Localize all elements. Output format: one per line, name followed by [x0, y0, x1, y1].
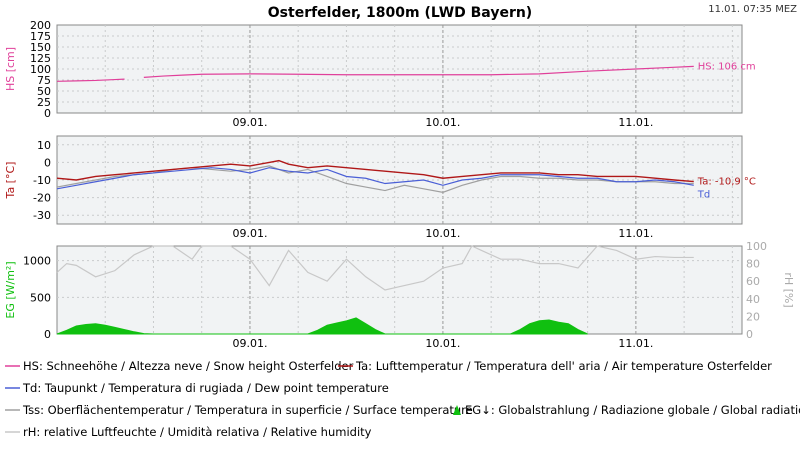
series-ta-end-label: Ta: -10,9 °C — [697, 177, 756, 188]
x-tick-label: 10.01. — [425, 116, 460, 129]
y-tick-label: 25 — [37, 96, 51, 109]
y-tick-label: 150 — [30, 41, 51, 54]
x-tick-label: 11.01. — [618, 337, 653, 350]
x-tick-label: 10.01. — [425, 227, 460, 240]
legend-label: Td: Taupunkt / Temperatura di rugiada / … — [22, 381, 389, 395]
legend-item-ta: Ta: Lufttemperatur / Temperatura dell' a… — [338, 359, 772, 373]
legend-item-rh: rH: relative Luftfeuchte / Umidità relat… — [5, 425, 372, 439]
y2-tick-label: 80 — [746, 258, 760, 271]
legend-label: HS: Schneehöhe / Altezza neve / Snow hei… — [23, 359, 354, 373]
legend-item-hs: HS: Schneehöhe / Altezza neve / Snow hei… — [5, 359, 354, 373]
series-td-line — [56, 167, 694, 190]
legend-label: Tss: Oberflächentemperatur / Temperatura… — [22, 403, 473, 417]
y-tick-label: 75 — [37, 74, 51, 87]
legend-label: rH: relative Luftfeuchte / Umidità relat… — [23, 425, 372, 439]
y-axis-label: Ta [°C] — [4, 162, 17, 200]
series-td-end-label: Td — [697, 189, 710, 200]
y-tick-label: 175 — [30, 30, 51, 43]
series-rh-line — [56, 245, 694, 291]
timestamp-label: 11.01. 07:35 MEZ — [708, 4, 797, 15]
y2-tick-label: 60 — [746, 275, 760, 288]
y-tick-label: 10 — [37, 139, 51, 152]
y-tick-label: -30 — [33, 209, 51, 222]
y-axis-label: HS [cm] — [4, 47, 17, 91]
legend-label: EG↓: Globalstrahlung / Radiazione global… — [465, 403, 800, 417]
y2-axis-label: rH [%] — [782, 272, 795, 307]
series-eg-area — [56, 317, 588, 335]
legend-item-tss: Tss: Oberflächentemperatur / Temperatura… — [5, 403, 473, 417]
y-axis-label: EG [W/m²] — [4, 261, 17, 318]
panel-3: 0 500 1000 09.01. 10.01. 11.01. EG [W/m²] 0 20 40… — [4, 240, 795, 350]
y-tick-label: 100 — [30, 63, 51, 76]
y2-tick-label: 20 — [746, 310, 760, 323]
y-tick-label: 125 — [30, 52, 51, 65]
series-hs-line — [56, 78, 125, 82]
y-tick-label: 0 — [44, 328, 51, 341]
y-tick-label: 0 — [44, 156, 51, 169]
x-tick-label: 11.01. — [618, 116, 653, 129]
y-tick-label: -10 — [33, 174, 51, 187]
x-tick-label: 11.01. — [618, 227, 653, 240]
x-tick-label: 09.01. — [232, 337, 267, 350]
legend-item-eg: EG↓: Globalstrahlung / Radiazione global… — [453, 403, 800, 417]
x-tick-label: 09.01. — [232, 116, 267, 129]
y2-tick-label: 100 — [746, 240, 767, 253]
legend-item-td: Td: Taupunkt / Temperatura di rugiada / … — [5, 381, 389, 395]
plot-area — [56, 135, 743, 225]
series-tss-line — [56, 165, 694, 193]
y2-tick-label: 40 — [746, 293, 760, 306]
y-tick-label: 200 — [30, 19, 51, 32]
y-tick-label: 0 — [44, 107, 51, 120]
y2-tick-label: 0 — [746, 328, 753, 341]
y-tick-label: -20 — [33, 192, 51, 205]
x-tick-label: 09.01. — [232, 227, 267, 240]
y-tick-label: 50 — [37, 85, 51, 98]
panel-2: 10 0 -10 -20 -30 09.01. 10.01. 11.01. Ta [°C] TdT… — [4, 135, 756, 240]
series-ta-line — [56, 159, 694, 183]
chart-title: Osterfelder, 1800m (LWD Bayern) — [268, 5, 532, 21]
legend-label: Ta: Lufttemperatur / Temperatura dell' a… — [355, 359, 772, 373]
series-hs-end-label: HS: 106 cm — [698, 61, 756, 72]
legend-marker — [453, 405, 461, 415]
x-tick-label: 10.01. — [425, 337, 460, 350]
y-tick-label: 1000 — [23, 255, 51, 268]
y-tick-label: 500 — [30, 291, 51, 304]
series-hs-line — [143, 65, 694, 78]
